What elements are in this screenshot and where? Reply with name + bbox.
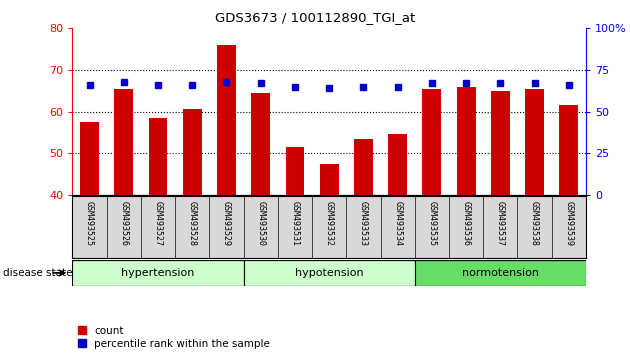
Text: GSM493534: GSM493534 <box>393 201 402 246</box>
Text: GSM493536: GSM493536 <box>462 201 471 246</box>
Bar <box>525 88 544 195</box>
FancyBboxPatch shape <box>72 260 244 286</box>
Text: hypertension: hypertension <box>122 268 195 278</box>
Bar <box>457 86 476 195</box>
Bar <box>149 118 168 195</box>
FancyBboxPatch shape <box>244 260 415 286</box>
Bar <box>80 122 99 195</box>
FancyBboxPatch shape <box>415 260 586 286</box>
Text: GSM493535: GSM493535 <box>427 201 437 246</box>
Text: GSM493526: GSM493526 <box>119 201 129 246</box>
Bar <box>491 91 510 195</box>
Text: normotension: normotension <box>462 268 539 278</box>
Text: GDS3673 / 100112890_TGI_at: GDS3673 / 100112890_TGI_at <box>215 11 415 24</box>
Bar <box>559 105 578 195</box>
Text: GSM493532: GSM493532 <box>324 201 334 246</box>
Bar <box>183 109 202 195</box>
Text: hypotension: hypotension <box>295 268 364 278</box>
Bar <box>217 45 236 195</box>
Bar <box>251 93 270 195</box>
Bar <box>388 135 407 195</box>
Bar <box>320 164 338 195</box>
Text: GSM493527: GSM493527 <box>154 201 163 246</box>
Text: disease state: disease state <box>3 268 72 278</box>
Bar <box>423 88 441 195</box>
Text: GSM493539: GSM493539 <box>564 201 573 246</box>
Text: GSM493531: GSM493531 <box>290 201 299 246</box>
Bar <box>115 88 133 195</box>
Text: GSM493537: GSM493537 <box>496 201 505 246</box>
Legend: count, percentile rank within the sample: count, percentile rank within the sample <box>77 326 270 349</box>
Text: GSM493528: GSM493528 <box>188 201 197 246</box>
Text: GSM493538: GSM493538 <box>530 201 539 246</box>
Text: GSM493530: GSM493530 <box>256 201 265 246</box>
Bar <box>285 147 304 195</box>
Text: GSM493525: GSM493525 <box>85 201 94 246</box>
Text: GSM493529: GSM493529 <box>222 201 231 246</box>
Bar <box>354 138 373 195</box>
Text: GSM493533: GSM493533 <box>359 201 368 246</box>
